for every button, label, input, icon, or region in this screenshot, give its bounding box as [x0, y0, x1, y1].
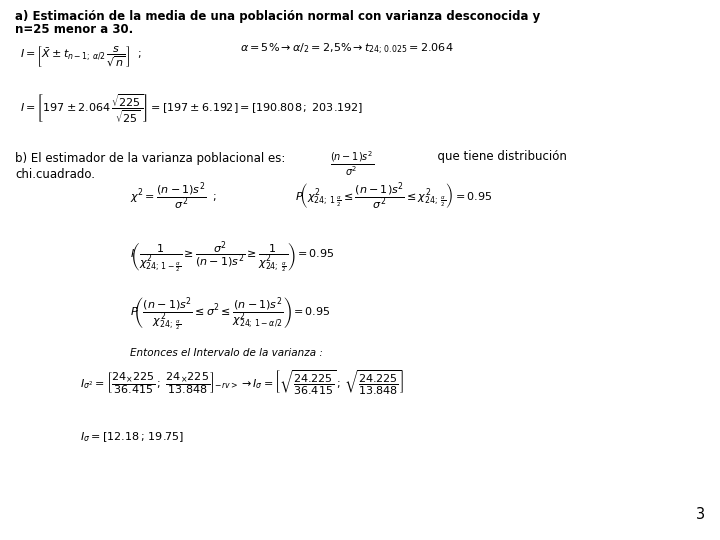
- Text: $P\!\left(\chi^2_{24;\,1\;\frac{\alpha}{2}} \leq \dfrac{(n-1)s^2}{\sigma^2} \leq: $P\!\left(\chi^2_{24;\,1\;\frac{\alpha}{…: [295, 180, 492, 212]
- Text: $\dfrac{(n-1)s^2}{\sigma^2}$: $\dfrac{(n-1)s^2}{\sigma^2}$: [330, 149, 374, 178]
- Text: $\chi^2 = \dfrac{(n-1)s^2}{\sigma^2}$  ;: $\chi^2 = \dfrac{(n-1)s^2}{\sigma^2}$ ;: [130, 180, 217, 212]
- Text: $I = \left[\bar{X} \pm t_{n-1;\,\alpha/2}\, \dfrac{s}{\sqrt{n}}\right]$  ;: $I = \left[\bar{X} \pm t_{n-1;\,\alpha/2…: [20, 45, 142, 70]
- Text: $I\!\left(\dfrac{1}{\chi^2_{24;\,1-\frac{\alpha}{2}}} \geq \dfrac{\sigma^2}{(n-1: $I\!\left(\dfrac{1}{\chi^2_{24;\,1-\frac…: [130, 240, 334, 276]
- Text: b) El estimador de la varianza poblacional es:: b) El estimador de la varianza poblacion…: [15, 152, 285, 165]
- Text: $P\!\left(\dfrac{(n-1)s^2}{\chi^2_{24;\;\frac{\alpha}{2}}} \leq \sigma^2 \leq \d: $P\!\left(\dfrac{(n-1)s^2}{\chi^2_{24;\;…: [130, 295, 330, 333]
- Text: $I_{\sigma} = \left[12.18\,;\,19.75\right]$: $I_{\sigma} = \left[12.18\,;\,19.75\righ…: [80, 430, 184, 444]
- Text: $\alpha = 5\% \rightarrow \alpha/_{2} = 2{,}5\% \rightarrow t_{24;\,0.025} = 2.0: $\alpha = 5\% \rightarrow \alpha/_{2} = …: [240, 42, 454, 57]
- Text: Entonces el Intervalo de la varianza :: Entonces el Intervalo de la varianza :: [130, 348, 323, 358]
- Text: que tiene distribución: que tiene distribución: [430, 150, 567, 163]
- Text: n=25 menor a 30.: n=25 menor a 30.: [15, 23, 133, 36]
- Text: 3: 3: [696, 507, 705, 522]
- Text: $I_{\sigma^2} = \left[\dfrac{24_{\times}225}{36.415}\,;\;\dfrac{24_{\times}225}{: $I_{\sigma^2} = \left[\dfrac{24_{\times}…: [80, 368, 404, 397]
- Text: a) Estimación de la media de una población normal con varianza desconocida y: a) Estimación de la media de una poblaci…: [15, 10, 540, 23]
- Text: $I = \left[197 \pm 2.064\,\dfrac{\sqrt{225}}{\sqrt{25}}\right] = \left[197 \pm 6: $I = \left[197 \pm 2.064\,\dfrac{\sqrt{2…: [20, 92, 363, 125]
- Text: chi.cuadrado.: chi.cuadrado.: [15, 168, 95, 181]
